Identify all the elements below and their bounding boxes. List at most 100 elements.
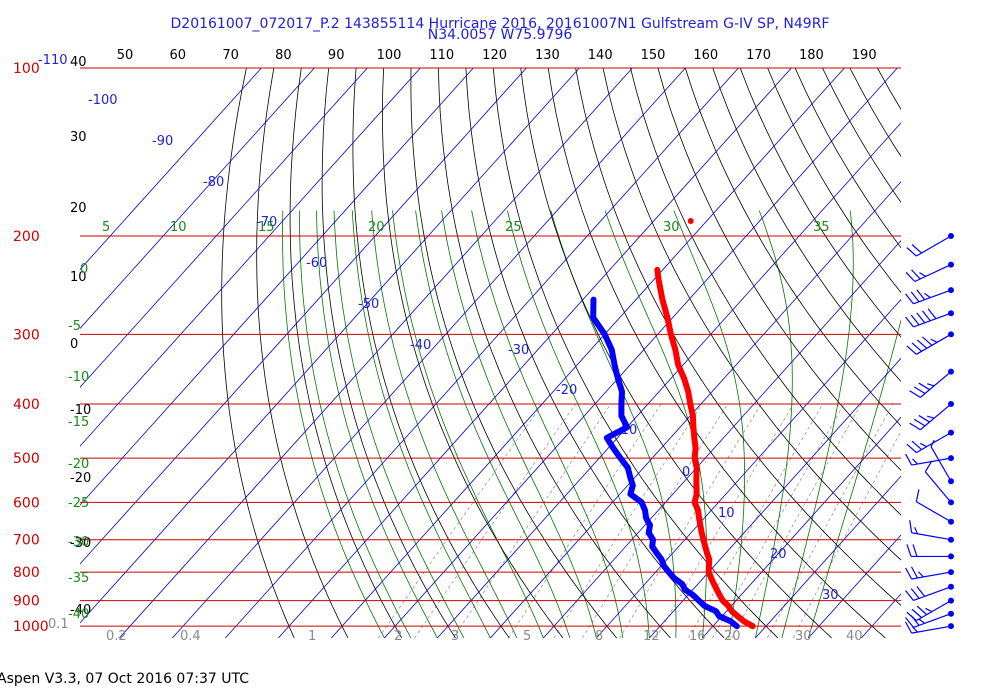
isotherm-line bbox=[80, 68, 527, 565]
moist-adiabat-label: 25 bbox=[505, 220, 522, 235]
mixing-ratio-line bbox=[582, 403, 728, 638]
wind-barb-staff bbox=[913, 586, 952, 602]
isotherm-line bbox=[225, 68, 739, 638]
wind-barb-staff bbox=[916, 501, 952, 523]
dry-adiabat bbox=[352, 68, 510, 638]
mixing-ratio-label: 5 bbox=[523, 629, 531, 644]
mixing-ratio-line bbox=[688, 403, 824, 638]
wind-barb-staff bbox=[916, 235, 952, 257]
wind-barb-flag bbox=[918, 618, 926, 624]
isotherm-line bbox=[755, 475, 901, 638]
mixing-ratio-line bbox=[553, 403, 703, 638]
dry-adiabat bbox=[575, 68, 901, 606]
moist-adiabat bbox=[808, 318, 901, 638]
pressure-tick-label: 700 bbox=[13, 533, 40, 549]
wind-barb-flag bbox=[910, 566, 919, 579]
dry-adiabat bbox=[877, 68, 901, 111]
moist-adiabat bbox=[755, 210, 793, 638]
top-scale-label: 80 bbox=[275, 48, 292, 63]
wind-barb bbox=[909, 401, 954, 431]
isotherm-label: 30 bbox=[822, 588, 839, 603]
moist-adiabat-label: 35 bbox=[813, 220, 830, 235]
wind-barb-flag bbox=[924, 460, 933, 473]
isotherm-line bbox=[278, 68, 792, 638]
mixing-ratio-label: 40 bbox=[846, 629, 863, 644]
wind-barb-flag bbox=[905, 271, 916, 282]
wind-barb-staff bbox=[916, 432, 952, 454]
mixing-ratio-line bbox=[712, 403, 845, 638]
wind-barb-flag bbox=[922, 336, 933, 346]
moist-adiabat-label: -30 bbox=[68, 535, 89, 550]
pressure-tick-label: 1000 bbox=[13, 619, 49, 635]
wind-barb-flag bbox=[906, 247, 917, 257]
moist-adiabat bbox=[316, 210, 438, 638]
mixing-ratio-label: 3 bbox=[451, 629, 459, 644]
isotherm-line bbox=[172, 68, 686, 638]
wind-barb-flag bbox=[911, 608, 922, 619]
wind-barb bbox=[906, 331, 954, 355]
wind-barb-flag bbox=[911, 342, 922, 352]
dry-adiabat bbox=[960, 68, 1000, 638]
isotherm-label: 10 bbox=[718, 506, 735, 521]
top-scale-label: 70 bbox=[222, 48, 239, 63]
top-scale-label: 190 bbox=[852, 48, 877, 63]
wind-barb bbox=[906, 544, 954, 560]
wind-barb bbox=[905, 621, 954, 634]
wind-barb bbox=[905, 566, 954, 580]
wind-barb-staff bbox=[914, 264, 952, 283]
moist-adiabat-label: 20 bbox=[368, 220, 385, 235]
wind-barb-flag bbox=[919, 272, 926, 277]
pressure-tick-label: 100 bbox=[13, 61, 40, 77]
left-scale-label: 10 bbox=[70, 270, 87, 285]
wind-barb-flag bbox=[905, 316, 914, 328]
temperature-point bbox=[687, 218, 694, 225]
moist-adiabat-label: 15 bbox=[258, 220, 275, 235]
wind-barb-flag bbox=[905, 617, 914, 628]
wind-barb-staff bbox=[919, 403, 952, 431]
dry-adiabat bbox=[657, 68, 901, 471]
wind-barb-flag bbox=[915, 489, 920, 502]
isotherm-line bbox=[914, 68, 1000, 638]
wind-barb-flag bbox=[911, 440, 922, 451]
mixing-ratio-label: 0.2 bbox=[106, 629, 127, 644]
left-scale-label: 30 bbox=[70, 130, 87, 145]
top-scale-label: 150 bbox=[641, 48, 666, 63]
mixing-ratio-line bbox=[792, 430, 901, 638]
dry-adiabat bbox=[987, 68, 1000, 638]
wind-barb-staff bbox=[911, 532, 952, 541]
isotherm-line bbox=[490, 181, 901, 638]
wind-barb-flag bbox=[927, 415, 935, 419]
wind-barb-staff bbox=[911, 457, 952, 466]
wind-barb-staff bbox=[924, 471, 952, 503]
moist-adiabat-label: -5 bbox=[68, 319, 81, 334]
moist-adiabat-label: 5 bbox=[102, 220, 110, 235]
isotherm-line bbox=[80, 68, 474, 506]
wind-barb-flag bbox=[905, 590, 914, 601]
chart-subtitle: N34.0057 W75.9796 bbox=[427, 27, 573, 43]
wind-barb bbox=[905, 261, 954, 283]
wind-barb-flag bbox=[916, 312, 926, 324]
wind-barb-flag bbox=[906, 345, 917, 355]
isotherm-line bbox=[808, 534, 901, 638]
isotherm-line bbox=[861, 593, 901, 638]
wind-barb-flag bbox=[927, 383, 935, 387]
moist-adiabat-label: 10 bbox=[170, 220, 187, 235]
dry-adiabat bbox=[932, 68, 1000, 638]
wind-barb-flag bbox=[906, 443, 917, 454]
pressure-tick-label: 800 bbox=[13, 565, 40, 581]
moist-adiabat bbox=[282, 210, 385, 638]
wind-barb bbox=[909, 520, 954, 543]
moist-adiabat-label: 0 bbox=[80, 262, 88, 277]
isotherm-label: -30 bbox=[508, 343, 529, 358]
sounding-profiles bbox=[590, 266, 756, 630]
temperature-profile bbox=[654, 266, 756, 630]
wind-barb-flag bbox=[918, 414, 930, 423]
wind-barb-flag bbox=[920, 442, 928, 448]
wind-barb-staff bbox=[916, 333, 952, 355]
isotherm-label: -20 bbox=[556, 383, 577, 398]
wind-barb-staff bbox=[911, 625, 952, 634]
moist-adiabat bbox=[371, 210, 518, 638]
wind-barb-flag bbox=[905, 453, 913, 466]
isotherm-label: -40 bbox=[410, 338, 431, 353]
